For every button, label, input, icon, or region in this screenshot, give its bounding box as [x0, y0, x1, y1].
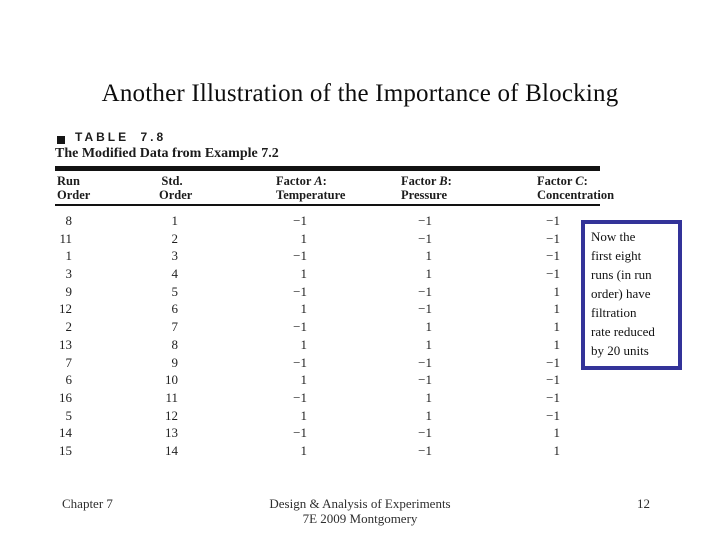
- header-factor-a: Factor A: Temperature: [276, 174, 346, 202]
- cell-factor-a: 1: [300, 407, 308, 423]
- cell-run-order: 11: [59, 230, 72, 246]
- cell-run-order: 15: [59, 442, 72, 455]
- callout-text-line: Now the: [591, 229, 636, 244]
- cell-factor-b: −1: [418, 230, 432, 246]
- table-body: 8 1 −1 −1 −1 11 2 1 −1 −1 1 3 −1 1 −1 3 4 1 1 −1 9 5 −1 −1 1 12 6 1…: [52, 212, 572, 455]
- cell-factor-b: −1: [418, 283, 432, 299]
- cell-std-order: 4: [171, 266, 179, 282]
- cell-factor-b: −1: [418, 425, 432, 441]
- callout-text-line: first eight: [591, 248, 642, 263]
- table-header-rule: [55, 204, 600, 206]
- cell-factor-b: 1: [425, 248, 433, 264]
- cell-std-order: 9: [171, 354, 179, 370]
- cell-factor-c: 1: [553, 319, 561, 335]
- header-factor-b: Factor B: Pressure: [401, 174, 452, 202]
- cell-run-order: 14: [59, 425, 72, 441]
- callout-text-line: filtration: [591, 305, 637, 320]
- cell-std-order: 2: [171, 230, 179, 246]
- cell-factor-a: 1: [300, 336, 308, 352]
- cell-std-order: 6: [171, 301, 179, 317]
- cell-factor-a: 1: [300, 372, 308, 388]
- cell-factor-a: −1: [293, 425, 307, 441]
- cell-factor-c: 1: [553, 442, 561, 455]
- cell-factor-a: 1: [300, 266, 308, 282]
- cell-factor-c: −1: [546, 372, 560, 388]
- cell-factor-b: −1: [418, 301, 432, 317]
- cell-std-order: 1: [171, 213, 179, 228]
- footer-book-title: Design & Analysis of Experiments 7E 2009…: [269, 496, 451, 526]
- cell-factor-c: −1: [546, 213, 560, 228]
- cell-factor-b: 1: [425, 336, 433, 352]
- cell-factor-a: 1: [300, 301, 308, 317]
- cell-factor-a: 1: [300, 442, 308, 455]
- callout-text-line: runs (in run: [591, 267, 652, 282]
- cell-run-order: 6: [65, 372, 73, 388]
- table-header-row: Run Order Std. Order Factor A: Temperatu…: [52, 174, 615, 202]
- cell-factor-c: −1: [546, 354, 560, 370]
- cell-factor-c: −1: [546, 266, 560, 282]
- table-number-label: TABLE 7.8: [75, 130, 167, 144]
- table-caption: The Modified Data from Example 7.2: [55, 146, 279, 161]
- cell-factor-b: −1: [418, 442, 432, 455]
- cell-factor-b: −1: [418, 372, 432, 388]
- cell-std-order: 7: [171, 319, 179, 335]
- cell-factor-a: −1: [293, 319, 307, 335]
- cell-run-order: 2: [65, 319, 73, 335]
- cell-std-order: 8: [171, 336, 179, 352]
- cell-std-order: 14: [165, 442, 178, 455]
- cell-run-order: 8: [65, 213, 73, 228]
- cell-run-order: 9: [65, 283, 73, 299]
- cell-run-order: 16: [59, 389, 72, 405]
- cell-factor-b: −1: [418, 213, 432, 228]
- callout-text-line: order) have: [591, 286, 651, 301]
- cell-run-order: 7: [65, 354, 73, 370]
- cell-factor-c: −1: [546, 389, 560, 405]
- callout-text-line: by 20 units: [591, 343, 649, 358]
- cell-factor-a: −1: [293, 389, 307, 405]
- cell-run-order: 3: [65, 266, 73, 282]
- callout-box: Now the first eight runs (in run order) hav…: [581, 220, 682, 370]
- cell-std-order: 12: [165, 407, 178, 423]
- callout-text-line: rate reduced: [591, 324, 655, 339]
- cell-run-order: 5: [65, 407, 73, 423]
- cell-factor-c: 1: [553, 283, 561, 299]
- cell-run-order: 13: [59, 336, 72, 352]
- table-body-clip: 8 1 −1 −1 −1 11 2 1 −1 −1 1 3 −1 1 −1 3 4 1 1 −1 9 5 −1 −1 1 12 6 1…: [52, 212, 572, 455]
- cell-factor-c: 1: [553, 336, 561, 352]
- cell-run-order: 1: [65, 248, 73, 264]
- cell-factor-b: 1: [425, 407, 433, 423]
- cell-factor-b: −1: [418, 354, 432, 370]
- cell-factor-a: −1: [293, 283, 307, 299]
- footer-chapter: Chapter 7: [62, 496, 113, 511]
- cell-std-order: 3: [171, 248, 179, 264]
- cell-factor-c: −1: [546, 230, 560, 246]
- cell-run-order: 12: [59, 301, 72, 317]
- header-run-order: Run Order: [57, 174, 91, 202]
- cell-factor-a: −1: [293, 248, 307, 264]
- slide-title: Another Illustration of the Importance o…: [101, 80, 619, 107]
- cell-factor-c: 1: [553, 425, 561, 441]
- cell-std-order: 10: [165, 372, 178, 388]
- cell-factor-a: −1: [293, 354, 307, 370]
- cell-factor-b: 1: [425, 389, 433, 405]
- cell-std-order: 11: [165, 389, 178, 405]
- cell-factor-b: 1: [425, 319, 433, 335]
- header-factor-c: Factor C: Concentration: [537, 174, 615, 202]
- header-std-order: Std. Order: [159, 174, 193, 202]
- cell-factor-a: −1: [293, 213, 307, 228]
- cell-factor-c: −1: [546, 407, 560, 423]
- cell-factor-c: 1: [553, 301, 561, 317]
- cell-factor-a: 1: [300, 230, 308, 246]
- cell-factor-c: −1: [546, 248, 560, 264]
- footer-page-number: 12: [637, 496, 650, 511]
- cell-std-order: 13: [165, 425, 178, 441]
- cell-std-order: 5: [171, 283, 179, 299]
- table-bullet-icon: [57, 136, 65, 144]
- table-top-rule: [55, 166, 600, 171]
- cell-factor-b: 1: [425, 266, 433, 282]
